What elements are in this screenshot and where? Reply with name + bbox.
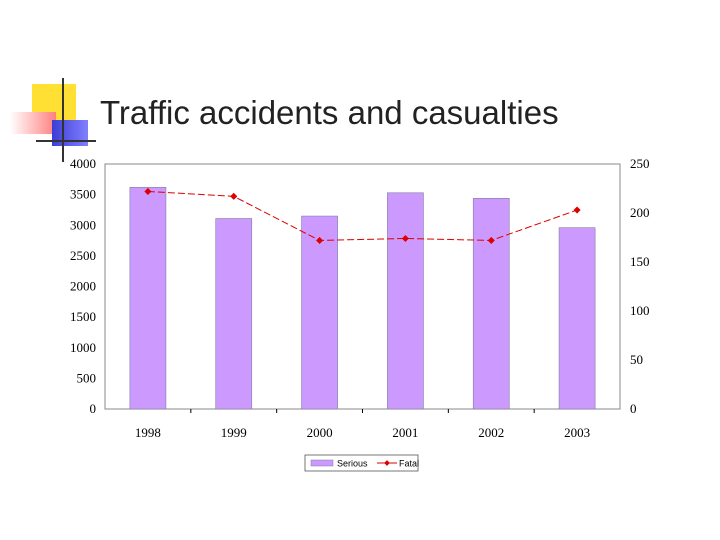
legend-marker-fatal bbox=[384, 460, 390, 466]
y2-tick-label: 200 bbox=[630, 205, 650, 220]
point-fatal bbox=[316, 236, 324, 244]
bar-serious bbox=[558, 227, 596, 410]
x-tick-label: 2000 bbox=[307, 425, 333, 440]
bar-serious bbox=[215, 218, 253, 410]
point-fatal bbox=[401, 234, 409, 243]
y-tick-label: 1000 bbox=[70, 340, 96, 355]
legend-swatch-serious bbox=[310, 459, 334, 467]
bar-serious bbox=[472, 198, 510, 410]
y-tick-label: 2500 bbox=[70, 248, 96, 263]
y-tick-label: 3000 bbox=[70, 217, 96, 232]
decor-horizontal-line bbox=[36, 140, 96, 142]
plot-area bbox=[104, 163, 621, 410]
y-tick-label: 2000 bbox=[70, 279, 96, 294]
x-tick-label: 2002 bbox=[478, 425, 504, 440]
y2-tick-label: 150 bbox=[630, 254, 650, 269]
point-fatal bbox=[573, 206, 581, 214]
y2-tick-label: 100 bbox=[630, 303, 650, 318]
bar-serious bbox=[301, 215, 338, 410]
point-fatal bbox=[487, 236, 495, 244]
legend-label-fatal: Fatal bbox=[399, 459, 419, 469]
bar-serious bbox=[129, 186, 167, 410]
y2-tick-label: 250 bbox=[630, 156, 650, 171]
point-fatal bbox=[144, 187, 152, 195]
x-tick-label: 2001 bbox=[392, 425, 418, 440]
line-fatal bbox=[147, 190, 578, 241]
y2-tick-label: 50 bbox=[630, 352, 643, 367]
decor-pink-bar bbox=[10, 112, 56, 134]
page-title: Traffic accidents and casualties bbox=[100, 94, 559, 131]
x-tick-label: 1998 bbox=[135, 425, 161, 440]
legend-box bbox=[304, 454, 419, 472]
y-tick-label: 3500 bbox=[70, 187, 96, 202]
y-tick-label: 4000 bbox=[70, 156, 96, 171]
y-tick-label: 0 bbox=[90, 401, 97, 416]
y2-tick-label: 0 bbox=[630, 401, 637, 416]
bar-serious bbox=[387, 192, 424, 410]
y-tick-label: 500 bbox=[77, 370, 97, 385]
decor-vertical-line bbox=[62, 78, 64, 162]
legend-label-serious: Serious bbox=[337, 459, 368, 469]
y-tick-label: 1500 bbox=[70, 309, 96, 324]
point-fatal bbox=[230, 192, 238, 200]
x-tick-label: 1999 bbox=[221, 425, 247, 440]
x-tick-label: 2003 bbox=[564, 425, 590, 440]
